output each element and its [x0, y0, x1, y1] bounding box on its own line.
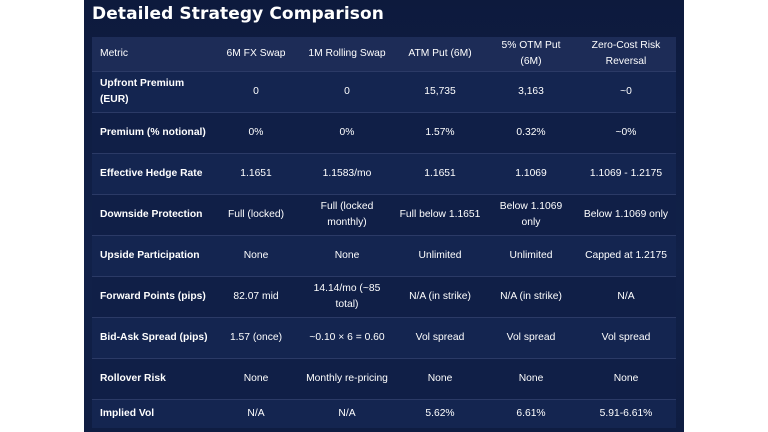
- table-cell: 5.62%: [425, 407, 455, 419]
- slide: Detailed Strategy Comparison Metric 6M FX…: [84, 0, 684, 432]
- table-cell: Capped at 1.2175: [585, 249, 667, 261]
- table-cell: Below 1.1069 only: [499, 200, 563, 228]
- table-cell: 1.1069: [515, 167, 547, 179]
- table-cell: 15,735: [424, 85, 456, 97]
- table-row: Effective Hedge Rate 1.1651 1.1583/mo 1.165…: [92, 153, 676, 194]
- metric-label: Upside Participation: [100, 249, 200, 261]
- table-cell: None: [518, 372, 544, 384]
- table-cell: N/A (in strike): [409, 290, 471, 302]
- table-cell: 0: [344, 85, 350, 97]
- table-cell: ~0.10 × 6 = 0.60: [309, 331, 385, 343]
- table-cell: N/A (in strike): [500, 290, 562, 302]
- table-cell: None: [334, 249, 360, 261]
- table-cell: 1.1651: [240, 167, 272, 179]
- table-row: Rollover Risk None Monthly re-pricing None N…: [92, 358, 676, 399]
- table-cell: 1.57%: [425, 126, 455, 138]
- table-row: Upside Participation None None Unlimited Unl…: [92, 235, 676, 276]
- table-row: Downside Protection Full (locked) Full (lo…: [92, 194, 676, 235]
- table-cell: N/A: [338, 407, 356, 419]
- metric-label: Forward Points (pips): [100, 290, 206, 302]
- table-cell: Below 1.1069 only: [583, 208, 669, 220]
- table-cell: Unlimited: [509, 249, 553, 261]
- table-cell: 6.61%: [516, 407, 546, 419]
- table-cell: 0%: [248, 126, 264, 138]
- table-cell: 0%: [339, 126, 355, 138]
- table-cell: Full below 1.1651: [399, 208, 481, 220]
- table-cell: N/A: [617, 290, 635, 302]
- column-header: 6M FX Swap: [226, 47, 286, 59]
- column-header: Zero-Cost Risk Reversal: [591, 39, 661, 67]
- table-cell: 1.1069 - 1.2175: [589, 167, 663, 179]
- table-cell: None: [243, 372, 269, 384]
- table-cell: 0.32%: [516, 126, 546, 138]
- metric-label: Upfront Premium (EUR): [100, 77, 185, 105]
- table-cell: ~0%: [615, 126, 637, 138]
- table-cell: Vol spread: [415, 331, 465, 343]
- table-cell: ~0: [620, 85, 632, 97]
- column-header: ATM Put (6M): [408, 47, 472, 59]
- metric-label: Bid-Ask Spread (pips): [100, 331, 208, 343]
- column-header: 1M Rolling Swap: [308, 47, 386, 59]
- table-body: Upfront Premium (EUR) 0 0 15,735 3,163 ~0 Prem…: [92, 71, 676, 428]
- table-cell: None: [243, 249, 269, 261]
- table-row: Bid-Ask Spread (pips) 1.57 (once) ~0.10 × …: [92, 317, 676, 358]
- table-header: Metric 6M FX Swap 1M Rolling Swap ATM Put (…: [92, 37, 676, 71]
- table-cell: 1.57 (once): [229, 331, 283, 343]
- metric-label: Implied Vol: [100, 407, 155, 419]
- header-row: Metric 6M FX Swap 1M Rolling Swap ATM Put (…: [92, 37, 676, 71]
- table-cell: Unlimited: [418, 249, 462, 261]
- table-cell: Vol spread: [506, 331, 556, 343]
- table-row: Upfront Premium (EUR) 0 0 15,735 3,163 ~0: [92, 71, 676, 112]
- comparison-table: Metric 6M FX Swap 1M Rolling Swap ATM Put (…: [92, 37, 676, 428]
- metric-label: Downside Protection: [100, 208, 203, 220]
- table-cell: 1.1583/mo: [322, 167, 372, 179]
- table-cell: 1.1651: [424, 167, 456, 179]
- metric-label: Effective Hedge Rate: [100, 167, 203, 179]
- table-cell: None: [427, 372, 453, 384]
- table-cell: 5.91-6.61%: [599, 407, 653, 419]
- table-cell: 3,163: [518, 85, 544, 97]
- column-header: Metric: [100, 47, 129, 59]
- table-row: Premium (% notional) 0% 0% 1.57% 0.32% ~0%: [92, 112, 676, 153]
- table-cell: Full (locked monthly): [320, 200, 374, 228]
- table-cell: 0: [253, 85, 259, 97]
- table-row: Forward Points (pips) 82.07 mid 14.14/mo (…: [92, 276, 676, 317]
- table-cell: None: [613, 372, 639, 384]
- table-cell: 82.07 mid: [233, 290, 279, 302]
- metric-label: Rollover Risk: [100, 372, 166, 384]
- table-cell: Monthly re-pricing: [306, 372, 388, 384]
- table-cell: Full (locked): [227, 208, 285, 220]
- table-cell: 14.14/mo (~85 total): [313, 282, 381, 310]
- table-cell: Vol spread: [601, 331, 651, 343]
- table-cell: N/A: [247, 407, 265, 419]
- metric-label: Premium (% notional): [100, 126, 206, 138]
- column-header: 5% OTM Put (6M): [501, 39, 561, 67]
- page-title: Detailed Strategy Comparison: [92, 4, 384, 24]
- table-row: Implied Vol N/A N/A 5.62% 6.61% 5.91-6.61%: [92, 399, 676, 428]
